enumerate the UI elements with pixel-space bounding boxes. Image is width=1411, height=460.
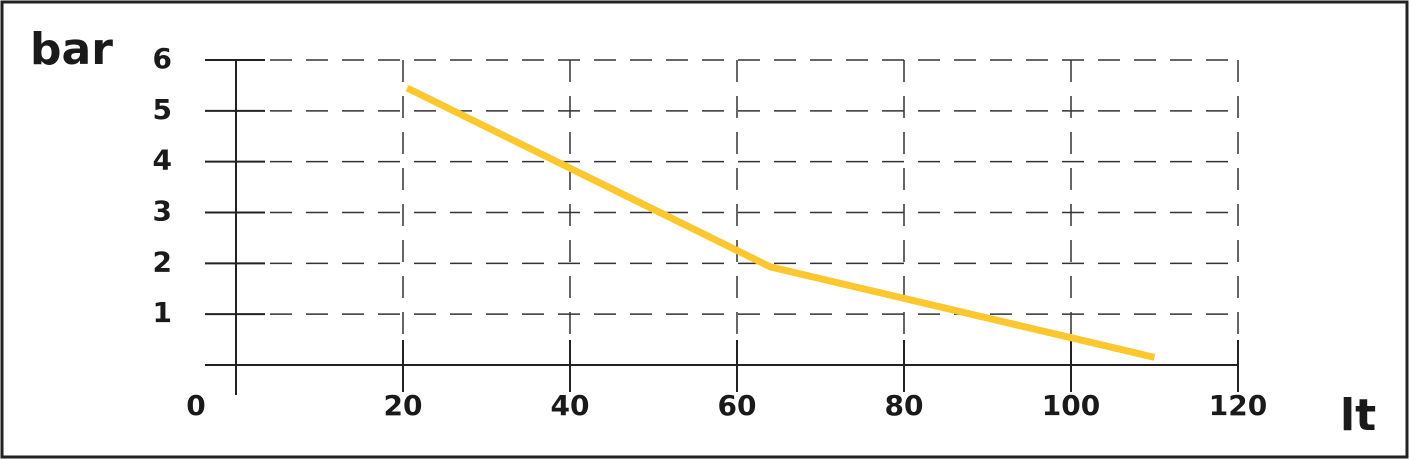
y-tick-label: 6: [153, 42, 172, 75]
x-tick-label: 0: [186, 389, 205, 422]
line: [405, 84, 1156, 361]
x-tick-label: 120: [1209, 389, 1267, 422]
y-tick-label: 3: [153, 195, 172, 228]
x-tick-label: 80: [885, 389, 924, 422]
y-axis-label: bar: [30, 24, 113, 75]
y-tick-label: 2: [153, 245, 172, 278]
x-tick-label: 60: [718, 389, 757, 422]
y-tick-label: 4: [153, 144, 172, 177]
x-tick-label: 100: [1042, 389, 1100, 422]
y-tick-label: 5: [153, 93, 172, 126]
x-tick-label: 20: [384, 389, 423, 422]
y-tick-label: 1: [153, 296, 172, 329]
x-tick-label: 40: [551, 389, 590, 422]
x-axis-label: lt: [1340, 390, 1376, 441]
